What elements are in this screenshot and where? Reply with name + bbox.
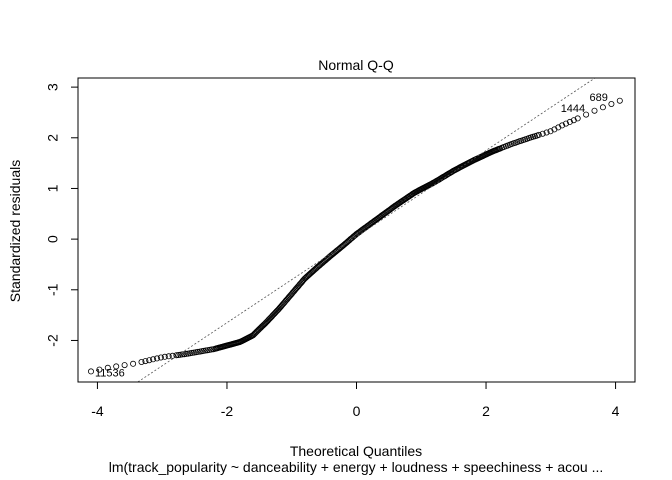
qq-point [272,309,279,316]
qq-point [559,122,566,129]
y-tick-label: 0 [45,235,61,243]
point-label: 11536 [95,367,125,379]
qq-point [190,349,197,356]
qq-point [113,363,120,370]
qq-point [165,353,172,360]
chart-subtitle: lm(track_popularity ~ danceability + ene… [109,459,604,475]
qq-point [599,104,606,111]
qq-point [177,351,184,358]
y-tick-label: -1 [45,283,61,296]
qq-point [535,131,542,138]
qq-point [570,117,577,124]
qq-point [204,347,211,354]
x-tick-label: 0 [353,403,361,419]
qq-point [616,97,623,104]
x-tick-label: 2 [482,403,490,419]
x-axis: -4 -2 0 2 4 [91,381,620,419]
qq-point [104,364,111,371]
reference-line [137,77,596,383]
qq-point [169,352,176,359]
y-tick-label: 1 [45,184,61,192]
y-axis: -2 -1 0 1 2 3 [45,83,79,347]
qq-point [96,366,103,373]
qq-point [181,351,188,358]
y-tick-label: -2 [45,334,61,347]
qq-point [583,111,590,118]
y-axis-label: Standardized residuals [7,160,23,302]
point-label: 689 [589,92,607,104]
qq-point [566,118,573,125]
qq-point [194,348,201,355]
qq-point [130,360,137,367]
chart-title: Normal Q-Q [318,57,394,73]
qq-point [591,107,598,114]
qq-point [547,128,554,135]
qq-point [173,352,180,359]
qq-point [265,316,272,323]
x-axis-label: Theoretical Quantiles [290,443,422,459]
qq-point [608,101,615,108]
qq-point [539,130,546,137]
qq-point [157,354,164,361]
qq-point [138,358,145,365]
point-labels: 11536 1444 689 [95,92,608,380]
qq-point [543,129,550,136]
qq-point [153,355,160,362]
qq-point [150,356,157,363]
point-label: 1444 [561,103,585,115]
qq-point [179,351,186,358]
qq-point [563,120,570,127]
x-tick-label: 4 [612,403,620,419]
qq-point [88,368,95,375]
data-points [88,97,623,375]
x-tick-label: -4 [91,403,104,419]
qq-point [146,357,153,364]
qq-point [121,362,128,369]
y-tick-label: 3 [45,83,61,91]
y-tick-label: 2 [45,134,61,142]
x-tick-label: -2 [221,403,234,419]
qq-point [161,353,168,360]
qq-point [574,115,581,122]
qq-point [142,358,149,365]
